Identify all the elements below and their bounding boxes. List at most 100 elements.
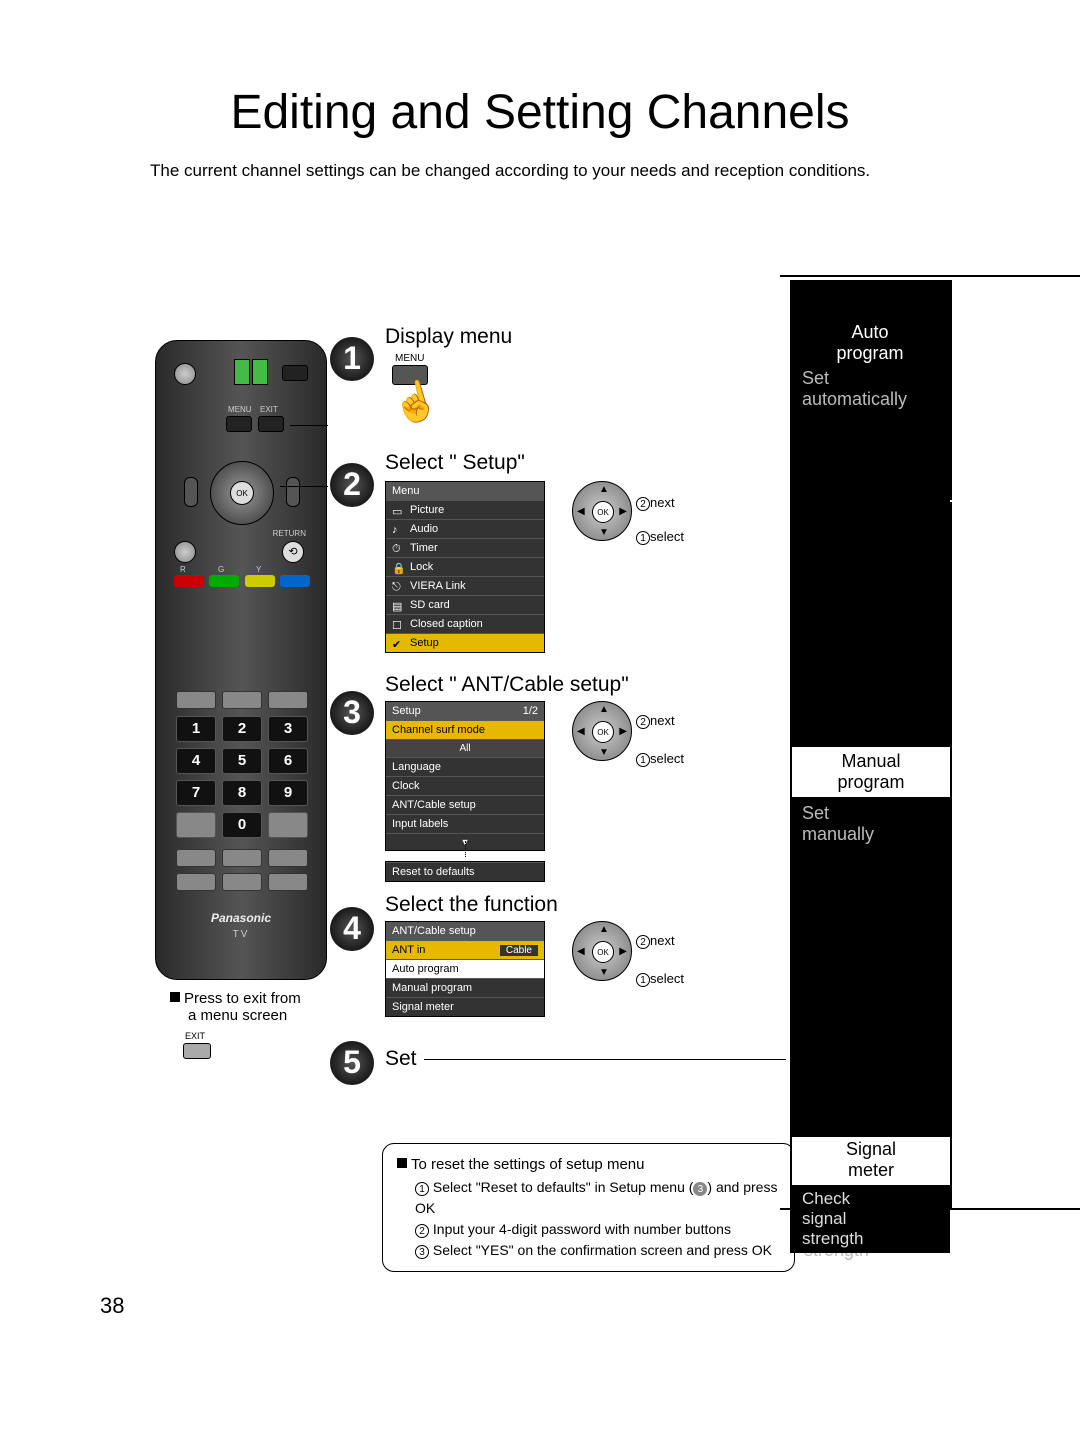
- step-1-circle: 1: [330, 337, 374, 381]
- return-button[interactable]: ⟲: [282, 541, 304, 563]
- key-7[interactable]: 7: [176, 780, 216, 806]
- red-button[interactable]: [174, 575, 204, 587]
- step-5-title: Set: [385, 1047, 417, 1071]
- setup-item-antcable[interactable]: ANT/Cable setup: [386, 795, 544, 814]
- left-arrow-icon: ◀: [577, 946, 585, 957]
- key-blank-right[interactable]: [268, 812, 308, 838]
- key-0[interactable]: 0: [222, 812, 262, 838]
- setup-item-clock[interactable]: Clock: [386, 776, 544, 795]
- step-2-circle: 2: [330, 463, 374, 507]
- sidebar-auto-t2b: automatically: [802, 389, 938, 410]
- gray-button[interactable]: [222, 691, 262, 709]
- gray-button[interactable]: [176, 691, 216, 709]
- reset-defaults-row[interactable]: Reset to defaults: [385, 861, 545, 882]
- gray-button[interactable]: [176, 873, 216, 891]
- menu-item-cc[interactable]: ☐Closed caption: [386, 614, 544, 633]
- dpad-left[interactable]: [184, 477, 198, 507]
- step-3-circle: 3: [330, 691, 374, 735]
- step-4-title: Select the function: [385, 893, 558, 917]
- exit-note-line2: a menu screen: [188, 1007, 301, 1024]
- right-arrow-icon: ▶: [619, 506, 627, 517]
- step-1-menu-label: MENU: [395, 353, 424, 364]
- square-bullet-icon: [170, 992, 180, 1002]
- tv-label: TV: [156, 929, 326, 940]
- key-8[interactable]: 8: [222, 780, 262, 806]
- right-arrow-icon: ▶: [619, 726, 627, 737]
- gray-button[interactable]: [176, 849, 216, 867]
- num-1-icon: 1: [415, 1182, 429, 1196]
- ok-indicator: OK: [592, 941, 614, 963]
- sidebar-manual-b1: Set: [802, 803, 938, 824]
- key-5[interactable]: 5: [222, 748, 262, 774]
- reset-line1a: Select "Reset to defaults" in Setup menu…: [433, 1179, 694, 1195]
- key-3[interactable]: 3: [268, 716, 308, 742]
- gray-button[interactable]: [268, 691, 308, 709]
- step-1-title: Display menu: [385, 325, 512, 349]
- step-4-circle: 4: [330, 907, 374, 951]
- menu-item-timer[interactable]: ⏱Timer: [386, 538, 544, 557]
- reset-line2: Input your 4-digit password with number …: [433, 1221, 731, 1237]
- setup-item-inputlabels[interactable]: Input labels: [386, 814, 544, 833]
- menu-button[interactable]: [226, 416, 252, 432]
- color-buttons: [174, 575, 310, 587]
- nav-next-label: 2next: [636, 933, 675, 949]
- left-arrow-icon: ◀: [577, 726, 585, 737]
- antcable-item-auto[interactable]: Auto program: [386, 959, 544, 978]
- step-5-circle: 5: [330, 1041, 374, 1085]
- antcable-item-signal[interactable]: Signal meter: [386, 997, 544, 1016]
- sidebar-signal-b2: signal: [802, 1209, 938, 1229]
- setup-header: Setup1/2: [386, 702, 544, 720]
- green-button[interactable]: [209, 575, 239, 587]
- nav-diagram: ▲ ▼ ◀ ▶ OK: [572, 481, 632, 541]
- menu-item-audio[interactable]: ♪Audio: [386, 519, 544, 538]
- dpad-right[interactable]: [286, 477, 300, 507]
- key-blank-left[interactable]: [176, 812, 216, 838]
- setup-item-language[interactable]: Language: [386, 757, 544, 776]
- sidebar-manual-black: Set manually: [790, 797, 950, 1065]
- menu-item-sd[interactable]: ▤SD card: [386, 595, 544, 614]
- remote-aux-button-1[interactable]: [234, 359, 250, 385]
- intro-text: The current channel settings can be chan…: [150, 160, 900, 182]
- y-label: Y: [256, 565, 261, 574]
- cc-icon: ☐: [392, 619, 404, 629]
- remote-gray-row-a: [176, 849, 308, 867]
- remote-top-right-button[interactable]: [282, 365, 308, 381]
- key-1[interactable]: 1: [176, 716, 216, 742]
- nav-select-label: 1select: [636, 751, 684, 767]
- nav-next-label: 2next: [636, 713, 675, 729]
- setup-icon: ✔: [392, 638, 404, 648]
- dpad[interactable]: OK: [184, 449, 300, 541]
- gray-button[interactable]: [268, 849, 308, 867]
- key-2[interactable]: 2: [222, 716, 262, 742]
- antcable-item-manual[interactable]: Manual program: [386, 978, 544, 997]
- exit-label: EXIT: [260, 405, 278, 414]
- sd-icon: ▤: [392, 600, 404, 610]
- menu-item-picture[interactable]: ▭Picture: [386, 500, 544, 519]
- antcable-header: ANT/Cable setup: [386, 922, 544, 940]
- ok-button[interactable]: OK: [230, 481, 254, 505]
- sidebar-signal-b1: Check: [802, 1189, 938, 1209]
- gray-button[interactable]: [222, 873, 262, 891]
- exit-small-button[interactable]: [183, 1043, 211, 1059]
- key-4[interactable]: 4: [176, 748, 216, 774]
- gray-button[interactable]: [268, 873, 308, 891]
- key-9[interactable]: 9: [268, 780, 308, 806]
- blue-button[interactable]: [280, 575, 310, 587]
- remote-round-button[interactable]: [174, 541, 196, 563]
- nav-next-label: 2next: [636, 495, 675, 511]
- setup-item-surf[interactable]: Channel surf mode: [386, 720, 544, 739]
- menu-panel: Menu ▭Picture ♪Audio ⏱Timer 🔒Lock ⎋VIERA…: [385, 481, 545, 653]
- power-button[interactable]: [174, 363, 196, 385]
- page-number: 38: [100, 1293, 124, 1319]
- ok-indicator: OK: [592, 501, 614, 523]
- menu-item-viera[interactable]: ⎋VIERA Link: [386, 576, 544, 595]
- gray-button[interactable]: [222, 849, 262, 867]
- yellow-button[interactable]: [245, 575, 275, 587]
- setup-item-all[interactable]: All: [386, 739, 544, 757]
- key-6[interactable]: 6: [268, 748, 308, 774]
- menu-item-lock[interactable]: 🔒Lock: [386, 557, 544, 576]
- exit-button[interactable]: [258, 416, 284, 432]
- menu-item-setup[interactable]: ✔Setup: [386, 633, 544, 652]
- antcable-item-antin[interactable]: ANT inCable: [386, 940, 544, 959]
- remote-aux-button-2[interactable]: [252, 359, 268, 385]
